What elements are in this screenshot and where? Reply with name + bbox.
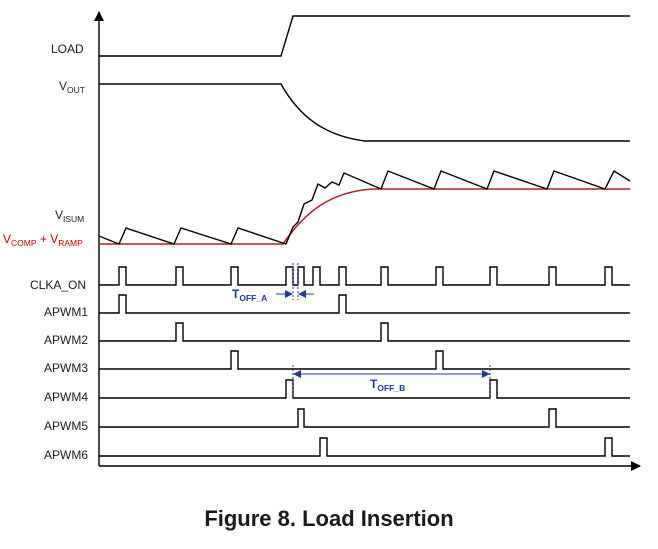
label-visum: VISUM xyxy=(55,208,84,224)
waveform-apwm4 xyxy=(99,379,630,399)
label-clka-on: CLKA_ON xyxy=(30,278,86,292)
waveform-apwm1 xyxy=(99,294,630,314)
waveform-load xyxy=(99,15,630,57)
figure-caption: Figure 8. Load Insertion xyxy=(204,506,454,531)
label-vout: VOUT xyxy=(59,79,85,95)
label-apwm2: APWM2 xyxy=(44,333,88,347)
waveform-vcomp-vramp xyxy=(99,188,630,245)
label-apwm6: APWM6 xyxy=(44,448,88,462)
waveform-apwm2 xyxy=(99,322,630,342)
label-apwm3: APWM3 xyxy=(44,361,88,375)
waveform-visum xyxy=(98,169,631,245)
timing-diagram: LOAD VOUT VISUM VCOMP + VRAMP CLKA_ON AP… xyxy=(3,11,641,471)
waveform-apwm5 xyxy=(99,408,630,428)
label-apwm1: APWM1 xyxy=(44,305,88,319)
toff-b-label: TOFF_B xyxy=(370,377,405,393)
waveform-apwm6 xyxy=(99,437,630,457)
label-apwm5: APWM5 xyxy=(44,419,88,433)
waveform-vout xyxy=(99,83,630,142)
label-apwm4: APWM4 xyxy=(44,390,88,404)
toff-a-label: TOFF_A xyxy=(232,287,267,303)
waveform-clka-on xyxy=(99,266,630,286)
label-vcomp-vramp: VCOMP + VRAMP xyxy=(3,232,83,248)
waveform-apwm3 xyxy=(99,350,630,370)
label-load: LOAD xyxy=(51,42,84,56)
